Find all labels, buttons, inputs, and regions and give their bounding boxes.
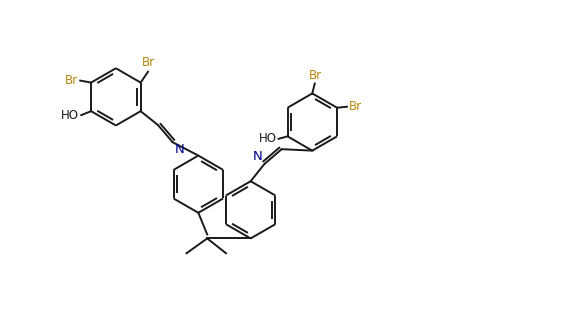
- Text: Br: Br: [309, 69, 322, 81]
- Text: Br: Br: [349, 100, 362, 113]
- Text: HO: HO: [258, 132, 276, 145]
- Text: HO: HO: [61, 109, 79, 122]
- Text: Br: Br: [142, 56, 155, 69]
- Text: N: N: [175, 143, 185, 156]
- Text: N: N: [253, 150, 263, 163]
- Text: Br: Br: [65, 74, 78, 87]
